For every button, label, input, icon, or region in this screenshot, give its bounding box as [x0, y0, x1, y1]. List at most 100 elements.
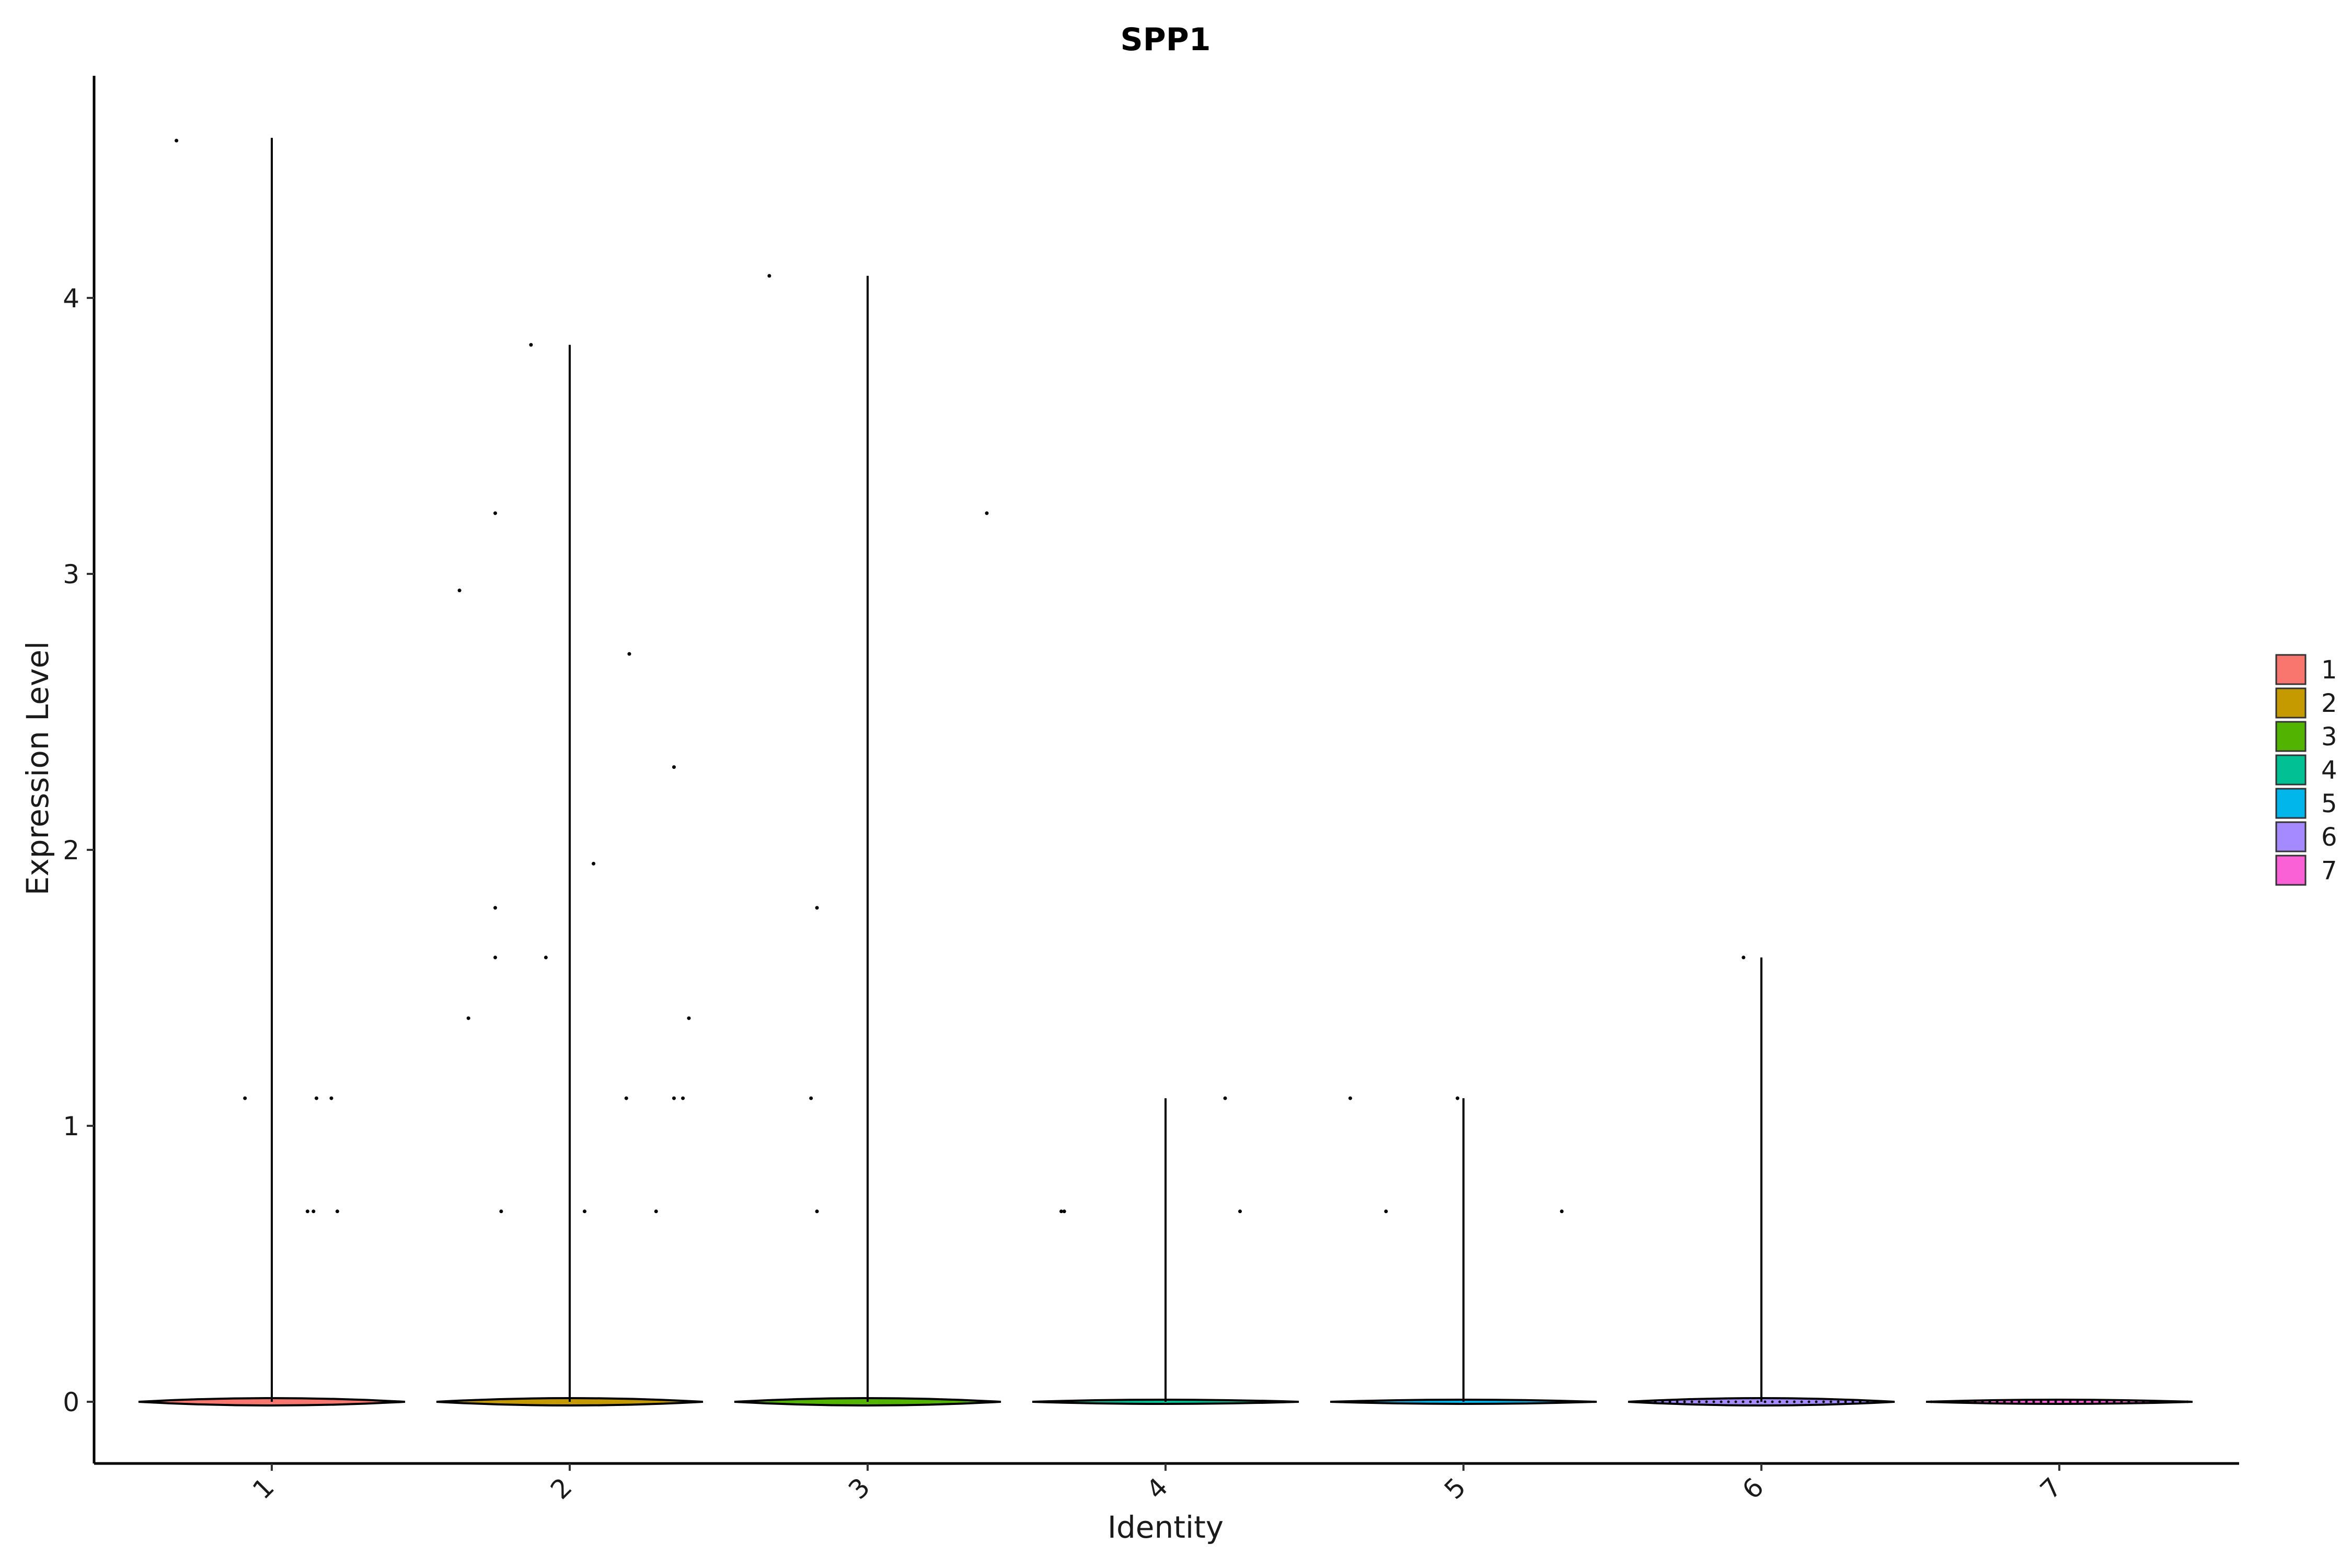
zero-point [2032, 1400, 2035, 1403]
data-point [466, 1016, 470, 1020]
data-point [493, 511, 497, 515]
zero-point [2025, 1400, 2028, 1403]
zero-point [1639, 1400, 1642, 1403]
data-point [243, 1096, 247, 1100]
zero-point [1778, 1400, 1781, 1403]
zero-point [2171, 1400, 2174, 1403]
zero-point [1937, 1400, 1940, 1403]
zero-point [1698, 1400, 1701, 1403]
data-point [1560, 1209, 1564, 1214]
violin-2 [436, 344, 704, 1406]
data-point [672, 765, 676, 769]
zero-point [1859, 1400, 1862, 1403]
zero-point [2142, 1400, 2145, 1403]
x-tick-label: 2 [545, 1472, 578, 1505]
x-tick-label: 5 [1438, 1472, 1472, 1505]
legend-key-3 [2275, 721, 2307, 752]
data-point [815, 1209, 819, 1214]
zero-point [2120, 1400, 2123, 1403]
x-tick-label: 7 [2034, 1472, 2068, 1505]
x-axis-label: Identity [1108, 1509, 1224, 1545]
violin-1 [138, 137, 406, 1406]
zero-point [2113, 1400, 2116, 1403]
zero-point [1763, 1400, 1767, 1403]
data-point [1059, 1209, 1063, 1214]
axes: 0 1 2 3 4 1 2 3 4 5 6 7 [63, 76, 2239, 1505]
data-point [583, 1209, 586, 1214]
zero-point [1881, 1400, 1884, 1403]
zero-point [1837, 1400, 1840, 1403]
data-point [305, 1209, 309, 1214]
legend-label: 5 [2321, 789, 2337, 818]
zero-point [1676, 1400, 1679, 1403]
data-point [687, 1016, 691, 1020]
zero-point [1974, 1400, 1977, 1403]
zero-point [1829, 1400, 1832, 1403]
zero-point [1690, 1400, 1693, 1403]
zero-point [1661, 1400, 1664, 1403]
data-point [1062, 1209, 1066, 1214]
data-point [315, 1096, 318, 1100]
zero-point [1988, 1400, 1991, 1403]
zero-point [2135, 1400, 2138, 1403]
data-point [329, 1096, 333, 1100]
violins [138, 137, 2193, 1406]
data-point [681, 1096, 685, 1100]
zero-point [1966, 1400, 1969, 1403]
data-point [312, 1209, 316, 1214]
zero-point [1959, 1400, 1962, 1403]
zero-point [2127, 1400, 2130, 1403]
data-point [1742, 955, 1746, 960]
zero-point [1981, 1400, 1984, 1403]
y-tick-label: 4 [63, 283, 79, 314]
data-point [672, 1096, 676, 1100]
zero-point [1930, 1400, 1933, 1403]
zero-point [2164, 1400, 2167, 1403]
zero-point [1632, 1400, 1635, 1403]
legend-key-5 [2275, 788, 2307, 819]
zero-point [1749, 1400, 1752, 1403]
violin-3 [734, 275, 1001, 1406]
zero-point [2178, 1400, 2182, 1403]
y-tick-label: 0 [63, 1387, 79, 1417]
legend-label: 6 [2321, 823, 2337, 852]
zero-point [1866, 1400, 1869, 1403]
zero-point [1888, 1400, 1891, 1403]
zero-point [1646, 1400, 1650, 1403]
zero-point [1851, 1400, 1854, 1403]
y-tick-label: 1 [63, 1111, 79, 1142]
legend-label: 7 [2321, 856, 2337, 885]
chart-title: SPP1 [1121, 21, 1211, 58]
violin-4 [1032, 1098, 1299, 1405]
zero-point [1844, 1400, 1847, 1403]
zero-point [1873, 1400, 1876, 1403]
zero-point [1734, 1400, 1737, 1403]
data-point [1384, 1209, 1388, 1214]
zero-point [1785, 1400, 1789, 1403]
data-point [627, 652, 631, 656]
legend-key-1 [2275, 654, 2307, 685]
zero-point [2098, 1400, 2101, 1403]
violin-5 [1330, 1098, 1597, 1405]
zero-point [1815, 1400, 1818, 1403]
x-tick-label: 4 [1140, 1472, 1174, 1505]
legend-label: 2 [2321, 689, 2337, 718]
zero-point [1952, 1400, 1955, 1403]
data-point [1223, 1096, 1227, 1100]
legend-label: 3 [2321, 722, 2337, 752]
zero-point [2091, 1400, 2094, 1403]
zero-point [2083, 1400, 2086, 1403]
zero-point [1705, 1400, 1708, 1403]
data-point [767, 274, 771, 278]
violin-7 [1926, 1399, 2193, 1405]
zero-point [1822, 1400, 1825, 1403]
zero-point [2186, 1400, 2189, 1403]
zero-point [2157, 1400, 2160, 1403]
data-point [457, 589, 462, 593]
data-point [1348, 1096, 1352, 1100]
data-point [1238, 1209, 1242, 1214]
zero-point [1720, 1400, 1723, 1403]
y-tick-label: 2 [63, 835, 79, 866]
zero-point [2069, 1400, 2072, 1403]
